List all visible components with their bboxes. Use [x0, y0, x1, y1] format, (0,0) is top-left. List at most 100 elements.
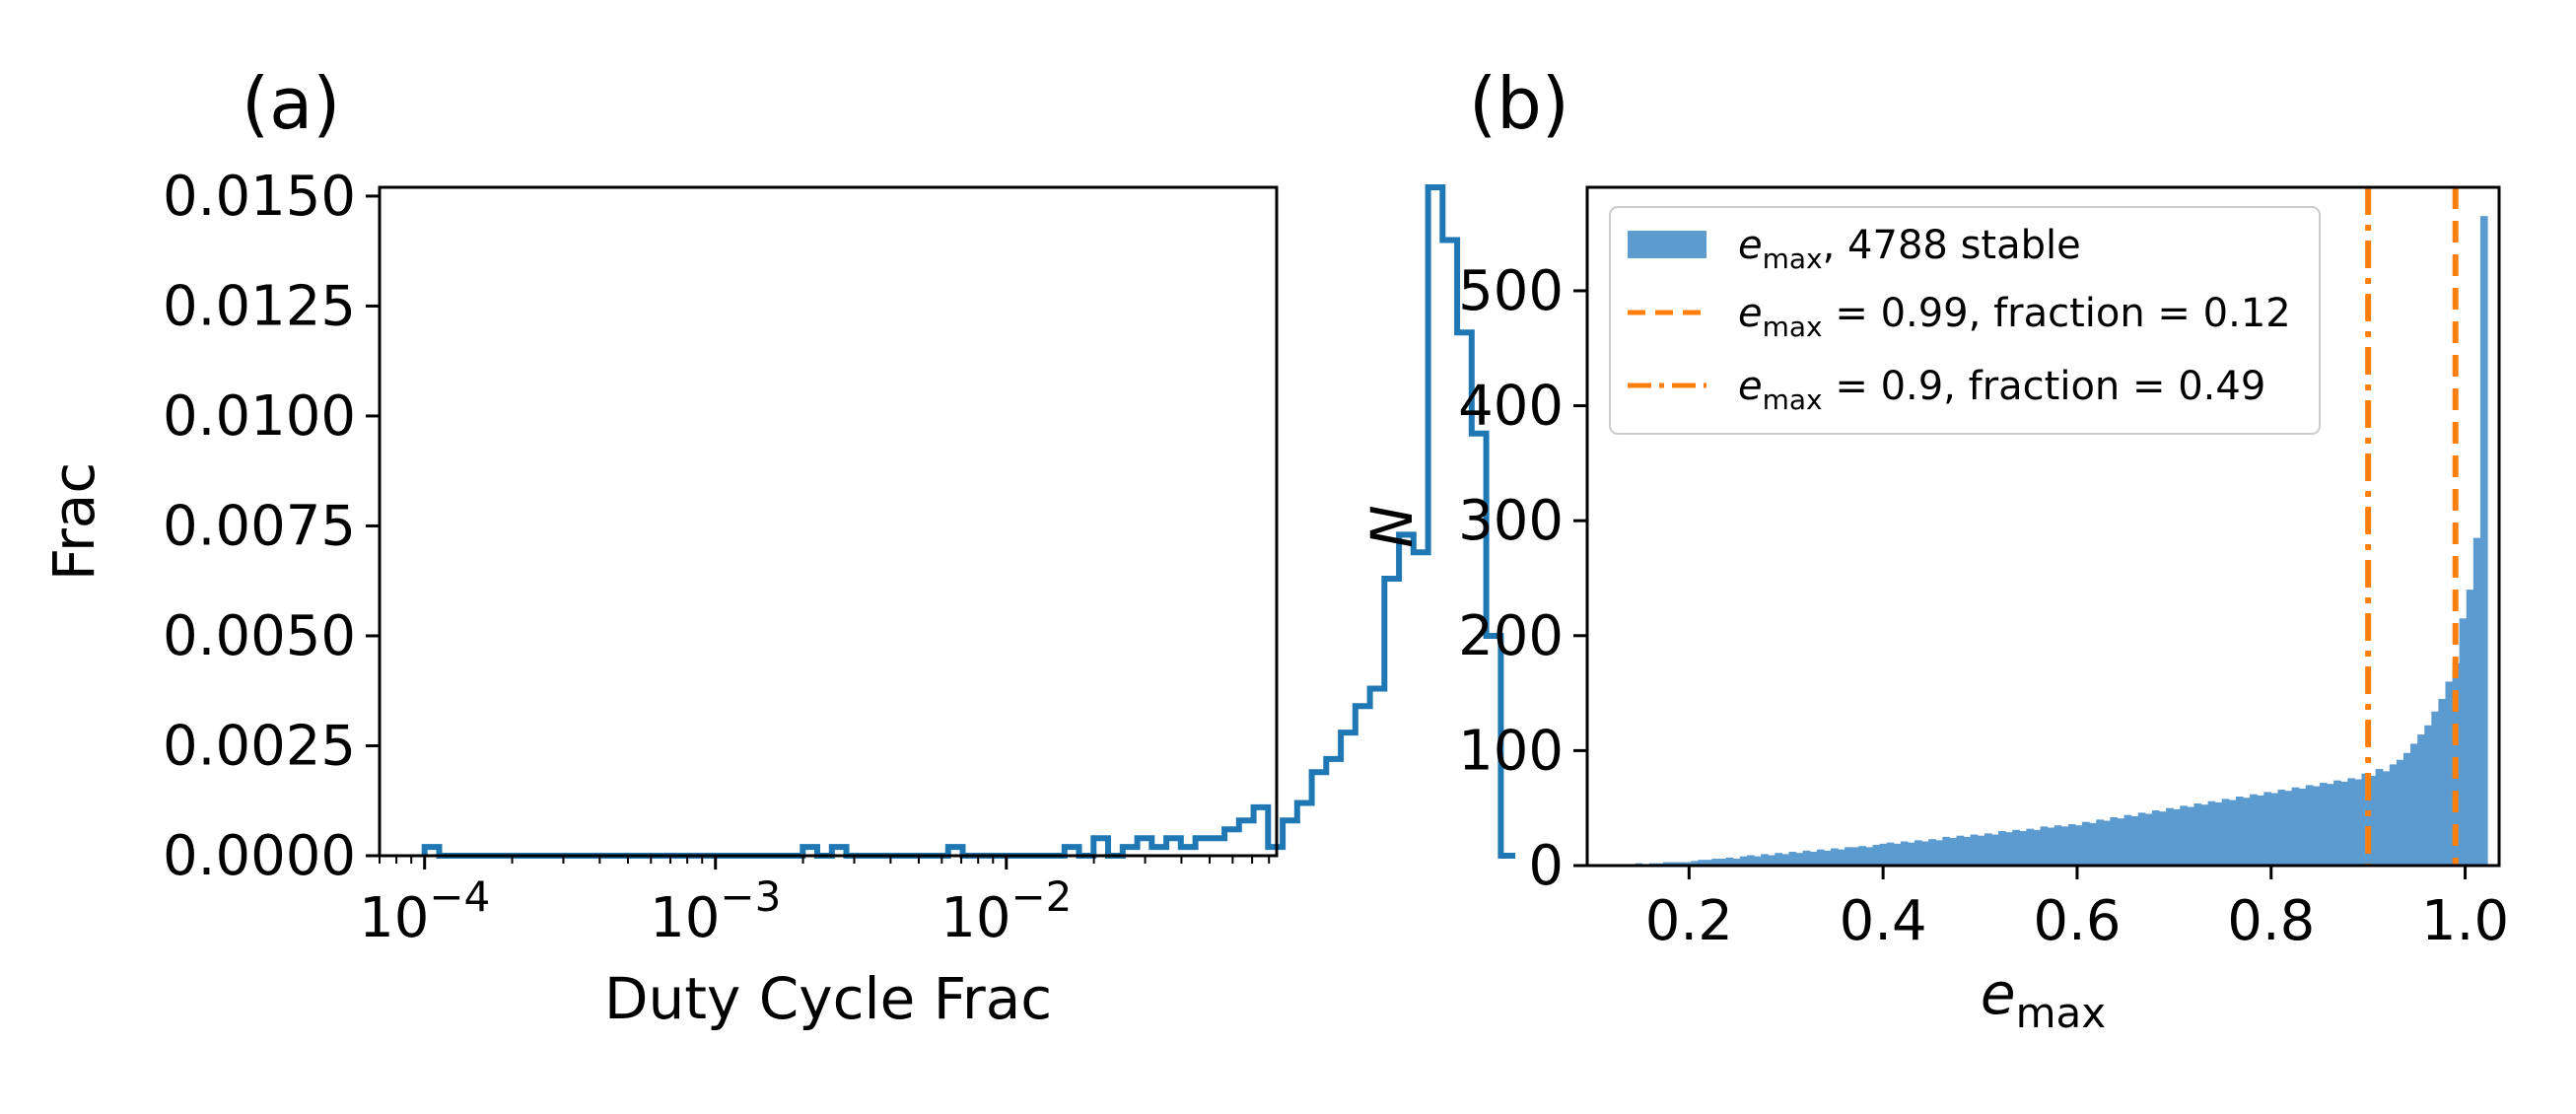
histogram-bar — [1698, 860, 1706, 866]
y-tick-label: 0.0050 — [163, 604, 356, 668]
histogram-bin — [1414, 552, 1428, 856]
y-tick-label: 400 — [1458, 375, 1564, 439]
histogram-bar — [1746, 855, 1755, 866]
y-tick-label: 300 — [1458, 489, 1564, 553]
histogram-bar — [2130, 815, 2139, 866]
histogram-bar — [2033, 829, 2042, 866]
histogram-bar — [2214, 801, 2223, 866]
panel-a-xlabel: Duty Cycle Frac — [604, 965, 1052, 1032]
histogram-bar — [2166, 807, 2174, 866]
histogram-bin — [1384, 579, 1399, 856]
histogram-bar — [1907, 842, 1915, 866]
histogram-bar — [2263, 792, 2271, 866]
histogram-bar — [1691, 861, 1699, 866]
histogram-bar — [1858, 846, 1867, 866]
histogram-bar — [2305, 785, 2314, 866]
histogram-bar — [1732, 859, 1741, 866]
histogram-bar — [2250, 794, 2258, 866]
histogram-bar — [2417, 734, 2425, 866]
x-tick-exponent: −3 — [720, 872, 781, 921]
histogram-bar — [2410, 743, 2418, 866]
histogram-bar — [1705, 860, 1713, 866]
histogram-bar — [2270, 793, 2279, 866]
y-tick-label: 100 — [1458, 719, 1564, 783]
histogram-bin — [1166, 838, 1181, 856]
histogram-bar — [1998, 831, 2006, 866]
histogram-bar — [2431, 711, 2439, 866]
histogram-bar — [1816, 849, 1825, 866]
histogram-bar — [2117, 818, 2125, 866]
panel-b-ylabel: N — [1358, 505, 1426, 547]
x-tick-label: 10−2 — [940, 872, 1072, 950]
histogram-bar — [2284, 791, 2293, 866]
histogram-bar — [2445, 681, 2454, 866]
x-tick-base: 10 — [940, 886, 1010, 950]
histogram-bar — [1662, 862, 1671, 866]
histogram-bar — [2479, 216, 2488, 866]
histogram-bar — [2277, 790, 2286, 866]
histogram-bin — [1283, 820, 1297, 856]
histogram-bar — [2228, 800, 2237, 866]
histogram-bin — [1138, 838, 1152, 856]
legend-entry-text: emax = 0.9, fraction = 0.49 — [1738, 364, 2265, 416]
histogram-bar — [2193, 803, 2202, 866]
panel-b-xlabel-subscript: max — [2016, 989, 2107, 1037]
histogram-bar — [2060, 826, 2069, 866]
panel-label-b: (b) — [1469, 62, 1569, 145]
legend-symbol: e — [1738, 364, 1763, 409]
histogram-bar — [1984, 833, 1992, 866]
histogram-bar — [1935, 840, 1943, 866]
histogram-bar — [2110, 817, 2119, 866]
histogram-bar — [2123, 814, 2132, 866]
histogram-bar — [1739, 856, 1748, 866]
histogram-bar — [1725, 857, 1734, 866]
histogram-bar — [2327, 784, 2334, 866]
legend-entry-text: emax, 4788 stable — [1738, 223, 2081, 275]
histogram-bar — [1775, 853, 1782, 866]
histogram-bar — [1963, 836, 1972, 866]
histogram-bar — [2096, 819, 2104, 866]
x-tick-label: 10−4 — [359, 872, 490, 950]
histogram-bar — [2389, 764, 2398, 866]
histogram-bar — [2082, 821, 2090, 866]
x-tick-label: 1.0 — [2421, 889, 2509, 953]
histogram-bar — [2402, 752, 2411, 866]
histogram-bin — [1370, 689, 1385, 857]
histogram-bar — [1781, 854, 1790, 866]
histogram-bar — [2067, 824, 2076, 866]
histogram-bar — [1893, 843, 1902, 866]
histogram-bar — [1928, 839, 1936, 866]
histogram-bar — [2298, 788, 2307, 866]
histogram-bar — [2026, 828, 2035, 866]
histogram-bar — [2424, 725, 2432, 866]
y-tick-label: 0.0025 — [163, 714, 356, 778]
histogram-bar — [1823, 850, 1832, 866]
legend-box — [1609, 206, 2321, 435]
x-tick-label: 0.8 — [2227, 889, 2315, 953]
histogram-bar — [2040, 826, 2049, 866]
histogram-bin — [1356, 706, 1370, 856]
histogram-bar — [2047, 827, 2055, 866]
panel-label-a: (a) — [242, 62, 340, 145]
histogram-bar — [2207, 801, 2216, 866]
y-tick-label: 0.0100 — [163, 384, 356, 449]
x-tick-exponent: −4 — [429, 872, 490, 921]
histogram-bar — [2375, 769, 2384, 866]
histogram-bin — [1224, 829, 1239, 856]
histogram-bar — [1970, 834, 1979, 866]
histogram-bar — [1915, 840, 1922, 866]
histogram-bar — [2243, 798, 2251, 866]
panel-b-xlabel: emax — [1981, 960, 2106, 1037]
panel-a-ylabel: Frac — [40, 462, 107, 581]
histogram-bar — [2291, 787, 2300, 866]
histogram-bar — [1886, 842, 1895, 866]
histogram-bar — [2187, 806, 2195, 866]
legend-label: = 0.9, fraction = 0.49 — [1823, 364, 2266, 409]
histogram-bar — [1900, 841, 1909, 866]
legend-label: = 0.99, fraction = 0.12 — [1823, 291, 2291, 336]
y-tick-label: 0.0125 — [163, 274, 356, 338]
histogram-bar — [1670, 862, 1678, 866]
legend-symbol: e — [1738, 291, 1763, 336]
